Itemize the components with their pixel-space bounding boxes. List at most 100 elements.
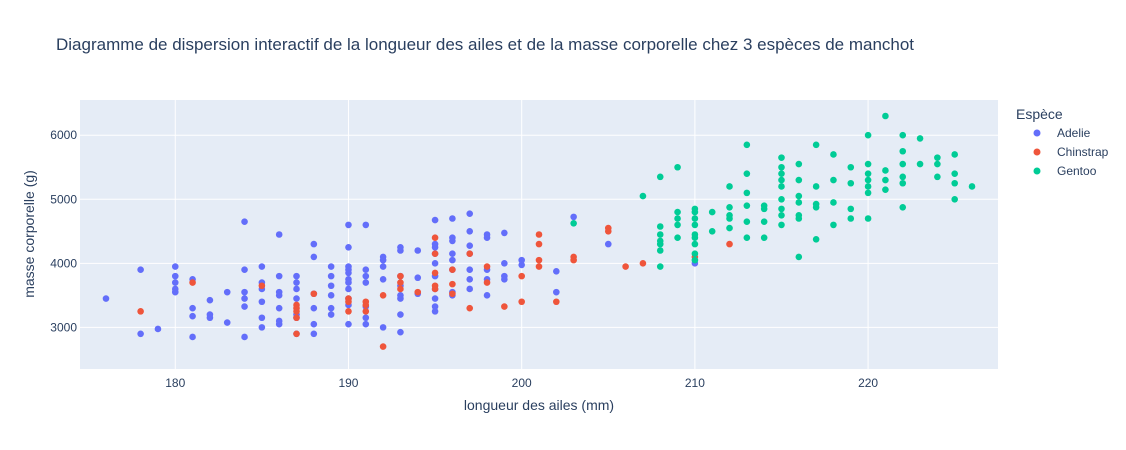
- data-point[interactable]: [362, 279, 370, 286]
- data-point[interactable]: [604, 227, 612, 235]
- data-point[interactable]: [518, 272, 525, 280]
- data-point[interactable]: [656, 231, 664, 238]
- data-point[interactable]: [189, 333, 196, 341]
- data-point[interactable]: [258, 324, 266, 331]
- data-point[interactable]: [397, 328, 404, 336]
- data-point[interactable]: [171, 272, 179, 280]
- data-point[interactable]: [882, 167, 889, 174]
- data-point[interactable]: [864, 215, 872, 222]
- series-adelie[interactable]: [102, 210, 699, 341]
- data-point[interactable]: [812, 183, 820, 190]
- data-point[interactable]: [778, 205, 785, 213]
- data-point[interactable]: [275, 304, 283, 312]
- data-point[interactable]: [674, 221, 681, 229]
- data-point[interactable]: [397, 279, 404, 286]
- data-point[interactable]: [258, 263, 266, 270]
- data-point[interactable]: [847, 163, 855, 171]
- data-point[interactable]: [760, 205, 768, 213]
- data-point[interactable]: [449, 266, 456, 274]
- data-point[interactable]: [708, 208, 716, 216]
- data-point[interactable]: [431, 308, 439, 315]
- data-point[interactable]: [102, 295, 110, 302]
- data-point[interactable]: [241, 266, 248, 274]
- data-point[interactable]: [449, 215, 456, 222]
- data-point[interactable]: [778, 176, 785, 184]
- data-point[interactable]: [795, 192, 803, 200]
- data-point[interactable]: [674, 234, 681, 242]
- data-point[interactable]: [691, 240, 699, 248]
- data-point[interactable]: [379, 343, 387, 350]
- data-point[interactable]: [743, 218, 751, 225]
- data-point[interactable]: [362, 320, 370, 328]
- data-point[interactable]: [483, 292, 491, 299]
- data-point[interactable]: [726, 215, 733, 222]
- data-point[interactable]: [691, 221, 699, 229]
- data-point[interactable]: [951, 170, 958, 177]
- data-point[interactable]: [345, 221, 352, 229]
- data-point[interactable]: [310, 330, 318, 338]
- data-point[interactable]: [431, 269, 439, 277]
- data-point[interactable]: [345, 308, 352, 315]
- data-point[interactable]: [830, 176, 837, 184]
- data-point[interactable]: [656, 173, 664, 181]
- data-point[interactable]: [327, 272, 335, 280]
- data-point[interactable]: [778, 170, 785, 177]
- data-point[interactable]: [864, 189, 872, 197]
- data-point[interactable]: [864, 176, 872, 184]
- data-point[interactable]: [189, 279, 196, 286]
- data-point[interactable]: [397, 247, 404, 254]
- legend-item-gentoo[interactable]: Gentoo: [1033, 164, 1097, 178]
- data-point[interactable]: [656, 263, 664, 270]
- data-point[interactable]: [726, 183, 733, 190]
- data-point[interactable]: [934, 154, 941, 161]
- data-point[interactable]: [847, 205, 855, 213]
- data-point[interactable]: [916, 160, 924, 168]
- data-point[interactable]: [830, 199, 837, 206]
- data-point[interactable]: [345, 244, 352, 251]
- data-point[interactable]: [951, 151, 958, 158]
- data-point[interactable]: [345, 285, 352, 293]
- data-point[interactable]: [483, 263, 491, 270]
- data-point[interactable]: [518, 298, 525, 306]
- data-point[interactable]: [362, 308, 370, 315]
- data-point[interactable]: [310, 304, 318, 312]
- data-point[interactable]: [518, 256, 525, 264]
- data-point[interactable]: [795, 215, 803, 222]
- data-point[interactable]: [674, 163, 681, 171]
- data-point[interactable]: [275, 292, 283, 299]
- data-point[interactable]: [345, 269, 352, 277]
- data-point[interactable]: [258, 298, 266, 306]
- data-point[interactable]: [795, 199, 803, 206]
- data-point[interactable]: [310, 320, 318, 328]
- data-point[interactable]: [431, 216, 439, 224]
- data-point[interactable]: [327, 304, 335, 312]
- data-point[interactable]: [241, 218, 248, 225]
- data-point[interactable]: [223, 319, 231, 326]
- data-point[interactable]: [171, 279, 179, 286]
- data-point[interactable]: [968, 183, 976, 190]
- data-point[interactable]: [864, 183, 872, 190]
- data-point[interactable]: [743, 170, 751, 177]
- data-point[interactable]: [847, 179, 855, 187]
- data-point[interactable]: [293, 285, 300, 293]
- data-point[interactable]: [137, 308, 144, 315]
- data-point[interactable]: [241, 295, 248, 302]
- data-point[interactable]: [293, 330, 300, 338]
- data-point[interactable]: [674, 215, 681, 222]
- data-point[interactable]: [171, 263, 179, 270]
- data-point[interactable]: [830, 221, 837, 229]
- data-point[interactable]: [293, 272, 300, 280]
- data-point[interactable]: [778, 211, 785, 219]
- data-point[interactable]: [864, 160, 872, 168]
- data-point[interactable]: [553, 288, 560, 296]
- data-point[interactable]: [431, 295, 439, 302]
- data-point[interactable]: [795, 160, 803, 168]
- data-point[interactable]: [275, 320, 283, 328]
- data-point[interactable]: [726, 240, 733, 248]
- data-point[interactable]: [189, 304, 196, 312]
- data-point[interactable]: [345, 279, 352, 286]
- data-point[interactable]: [760, 234, 768, 242]
- legend-item-chinstrap[interactable]: Chinstrap: [1033, 145, 1109, 159]
- data-point[interactable]: [847, 215, 855, 222]
- data-point[interactable]: [501, 303, 508, 310]
